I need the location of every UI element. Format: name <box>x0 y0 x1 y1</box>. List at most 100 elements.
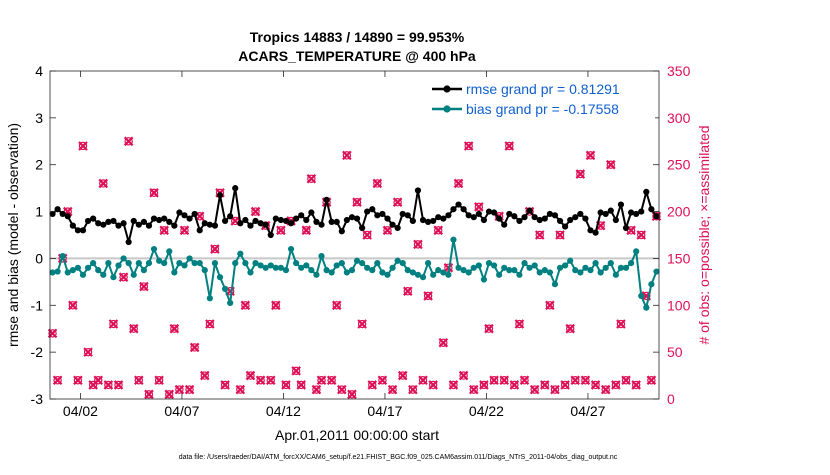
rmse-point <box>531 214 538 221</box>
obs-possible-point <box>362 230 372 240</box>
bias-point <box>186 255 193 262</box>
obs-possible-point <box>200 371 209 380</box>
rmse-point <box>176 209 183 216</box>
bias-point <box>247 269 254 276</box>
obs-assimilated-point <box>250 206 261 217</box>
obs-assimilated-point <box>570 375 581 386</box>
rmse-point <box>257 220 264 227</box>
x-tick-label: 04/17 <box>367 403 402 419</box>
obs-assimilated-point <box>408 384 418 395</box>
bias-point <box>516 271 523 278</box>
rmse-point <box>211 222 219 229</box>
obs-assimilated-point <box>326 375 337 386</box>
bias-point <box>633 248 640 255</box>
obs-assimilated-stroke <box>636 230 647 240</box>
y-tick-label-right: 350 <box>667 63 691 79</box>
obs-assimilated-point <box>200 370 210 381</box>
x-tick-label: 04/02 <box>63 403 98 419</box>
rmse-point <box>592 229 599 236</box>
bias-point <box>455 264 462 271</box>
rmse-point <box>440 215 447 222</box>
obs-assimilated-point <box>144 389 154 400</box>
obs-assimilated-point <box>585 150 596 161</box>
bias-point <box>318 252 325 260</box>
chart-title-line2: ACARS_TEMPERATURE @ 400 hPa <box>238 48 476 64</box>
obs-possible-point <box>398 371 407 380</box>
rmse-point <box>308 209 315 216</box>
obs-assimilated-point <box>184 384 195 395</box>
obs-possible-point <box>383 226 392 235</box>
rmse-point <box>84 217 92 225</box>
rmse-point <box>384 215 391 222</box>
bias-point <box>267 262 274 269</box>
obs-assimilated-stroke <box>514 319 525 329</box>
obs-assimilated-stroke <box>73 375 83 386</box>
obs-assimilated-stroke <box>387 384 398 395</box>
rmse-point <box>303 216 310 224</box>
bias-point <box>59 252 66 260</box>
obs-assimilated-point <box>367 380 378 390</box>
plot-layer <box>47 136 662 400</box>
obs-possible-point <box>83 347 93 357</box>
obs-possible-point <box>408 385 418 394</box>
obs-assimilated-stroke <box>306 173 317 184</box>
obs-assimilated-stroke <box>281 380 291 390</box>
obs-assimilated-point <box>479 380 489 390</box>
obs-assimilated-stroke <box>164 389 175 400</box>
obs-assimilated-point <box>205 319 215 329</box>
rmse-point <box>156 216 163 224</box>
obs-assimilated-stroke <box>113 380 124 390</box>
rmse-point <box>419 216 427 224</box>
obs-assimilated-point <box>134 375 144 386</box>
obs-assimilated-point <box>245 370 256 381</box>
obs-assimilated-point <box>311 384 322 395</box>
obs-assimilated-stroke <box>169 323 180 334</box>
bias-point <box>587 267 594 274</box>
obs-assimilated-stroke <box>443 263 454 273</box>
y-tick-label-left: 4 <box>35 63 43 79</box>
obs-assimilated-stroke <box>128 323 139 334</box>
rmse-point <box>450 206 457 213</box>
obs-assimilated-stroke <box>347 389 357 400</box>
bias-point <box>298 264 305 271</box>
obs-assimilated-point <box>372 178 383 189</box>
obs-assimilated-stroke <box>448 380 459 390</box>
obs-possible-point <box>210 244 220 254</box>
bias-point <box>541 267 548 274</box>
obs-possible-point <box>94 376 103 385</box>
bias-point <box>572 267 579 274</box>
obs-assimilated-stroke <box>423 291 433 301</box>
bias-point <box>257 262 264 269</box>
bias-point <box>445 271 452 278</box>
obs-possible-point <box>104 380 113 390</box>
rmse-point <box>348 214 356 221</box>
bias-point <box>338 260 345 267</box>
obs-possible-point <box>144 390 154 399</box>
obs-assimilated-point <box>529 384 540 395</box>
rmse-point <box>521 214 528 221</box>
obs-assimilated-point <box>93 375 103 386</box>
bias-point <box>389 264 396 271</box>
rmse-point <box>399 210 406 218</box>
obs-possible-point <box>591 380 600 390</box>
obs-possible-point <box>78 141 88 151</box>
obs-possible-point <box>185 385 194 394</box>
obs-possible-point <box>555 230 565 240</box>
bias-point <box>328 269 335 276</box>
obs-assimilated-point <box>392 197 403 207</box>
obs-assimilated-stroke <box>453 178 464 189</box>
obs-assimilated-stroke <box>626 225 636 236</box>
rmse-point <box>191 210 198 218</box>
obs-assimilated-point <box>103 380 114 390</box>
obs-possible-point <box>139 282 149 291</box>
obs-assimilated-stroke <box>98 178 109 189</box>
obs-assimilated-stroke <box>600 384 611 395</box>
obs-assimilated-stroke <box>250 206 261 217</box>
obs-possible-point <box>479 380 489 390</box>
rmse-point <box>161 215 168 222</box>
obs-assimilated-point <box>301 225 312 236</box>
obs-assimilated-point <box>271 300 281 311</box>
obs-assimilated-point <box>377 375 388 386</box>
bias-point <box>262 264 269 271</box>
obs-possible-point <box>368 380 377 390</box>
